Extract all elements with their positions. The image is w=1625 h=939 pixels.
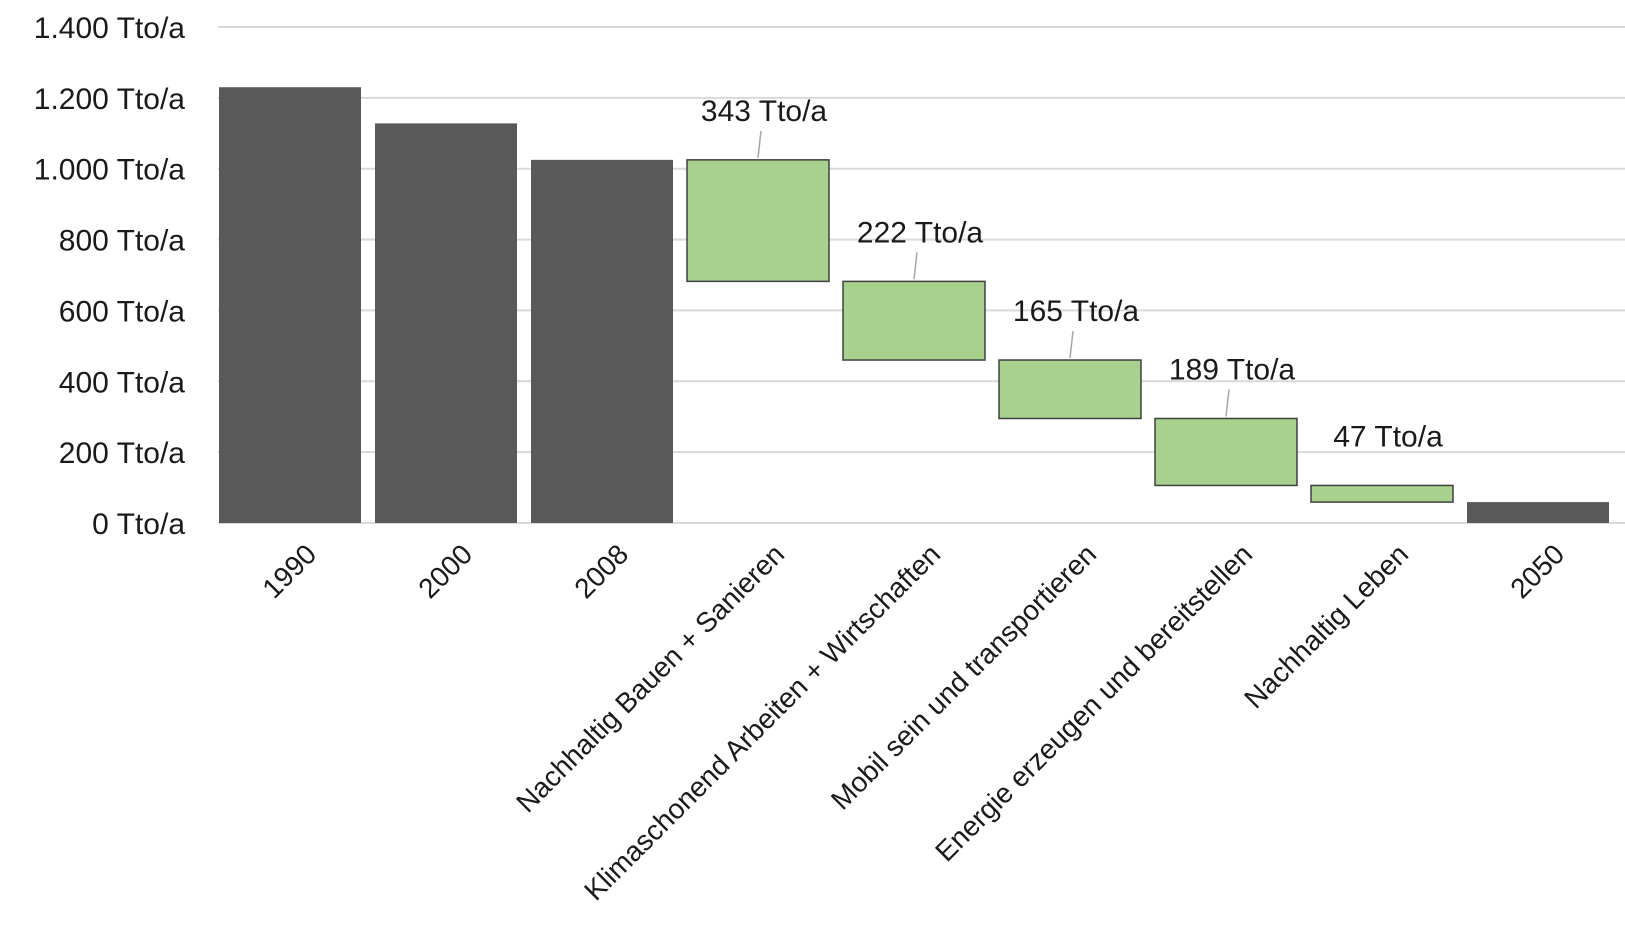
reduction-bar — [1310, 484, 1454, 503]
leader-line — [1225, 389, 1230, 417]
x-tick-label: Energie erzeugen und bereitstellen — [929, 538, 1258, 867]
x-tick-label: 2000 — [412, 538, 478, 604]
x-tick-label: 2050 — [1504, 538, 1570, 604]
data-label: 343 Tto/a — [701, 95, 828, 128]
data-label: 222 Tto/a — [857, 216, 984, 249]
data-labels: 343 Tto/a 222 Tto/a 165 Tto/a 189 Tto/a 47 T… — [701, 95, 1443, 454]
x-tick-label: 2008 — [568, 538, 634, 604]
data-label: 47 Tto/a — [1333, 420, 1443, 453]
x-tick-label: 1990 — [256, 538, 322, 604]
total-bar — [531, 159, 673, 523]
y-tick-label: 800 Tto/a — [59, 225, 186, 258]
x-tick-label: Klimaschonend Arbeiten + Wirtschaften — [578, 538, 946, 906]
leader-line — [757, 130, 762, 158]
reduction-bar — [1154, 417, 1298, 487]
total-bar — [219, 87, 361, 523]
y-tick-label: 0 Tto/a — [92, 508, 185, 541]
data-label: 165 Tto/a — [1013, 295, 1140, 328]
leader-line — [913, 252, 918, 280]
y-tick-label: 1.200 Tto/a — [34, 83, 186, 116]
y-tick-label: 200 Tto/a — [59, 437, 186, 470]
reduction-bar — [686, 159, 830, 283]
y-tick-label: 1.000 Tto/a — [34, 154, 186, 187]
total-bar — [1467, 502, 1609, 523]
data-label: 189 Tto/a — [1169, 353, 1296, 386]
y-tick-label: 1.400 Tto/a — [34, 12, 186, 45]
x-tick-label: Nachhaltig Leben — [1238, 538, 1414, 714]
reduction-bar — [998, 359, 1142, 420]
bars — [219, 87, 1609, 523]
y-tick-label: 600 Tto/a — [59, 295, 186, 328]
total-bar — [375, 123, 517, 523]
reduction-bar — [842, 280, 986, 361]
x-tick-label: Nachhaltig Bauen + Sanieren — [510, 538, 790, 818]
x-tick-label: Mobil sein und transportieren — [825, 538, 1102, 815]
leader-line — [1069, 330, 1074, 359]
y-axis: 0 Tto/a 200 Tto/a 400 Tto/a 600 Tto/a 800 Tt… — [34, 12, 186, 541]
y-tick-label: 400 Tto/a — [59, 366, 186, 399]
